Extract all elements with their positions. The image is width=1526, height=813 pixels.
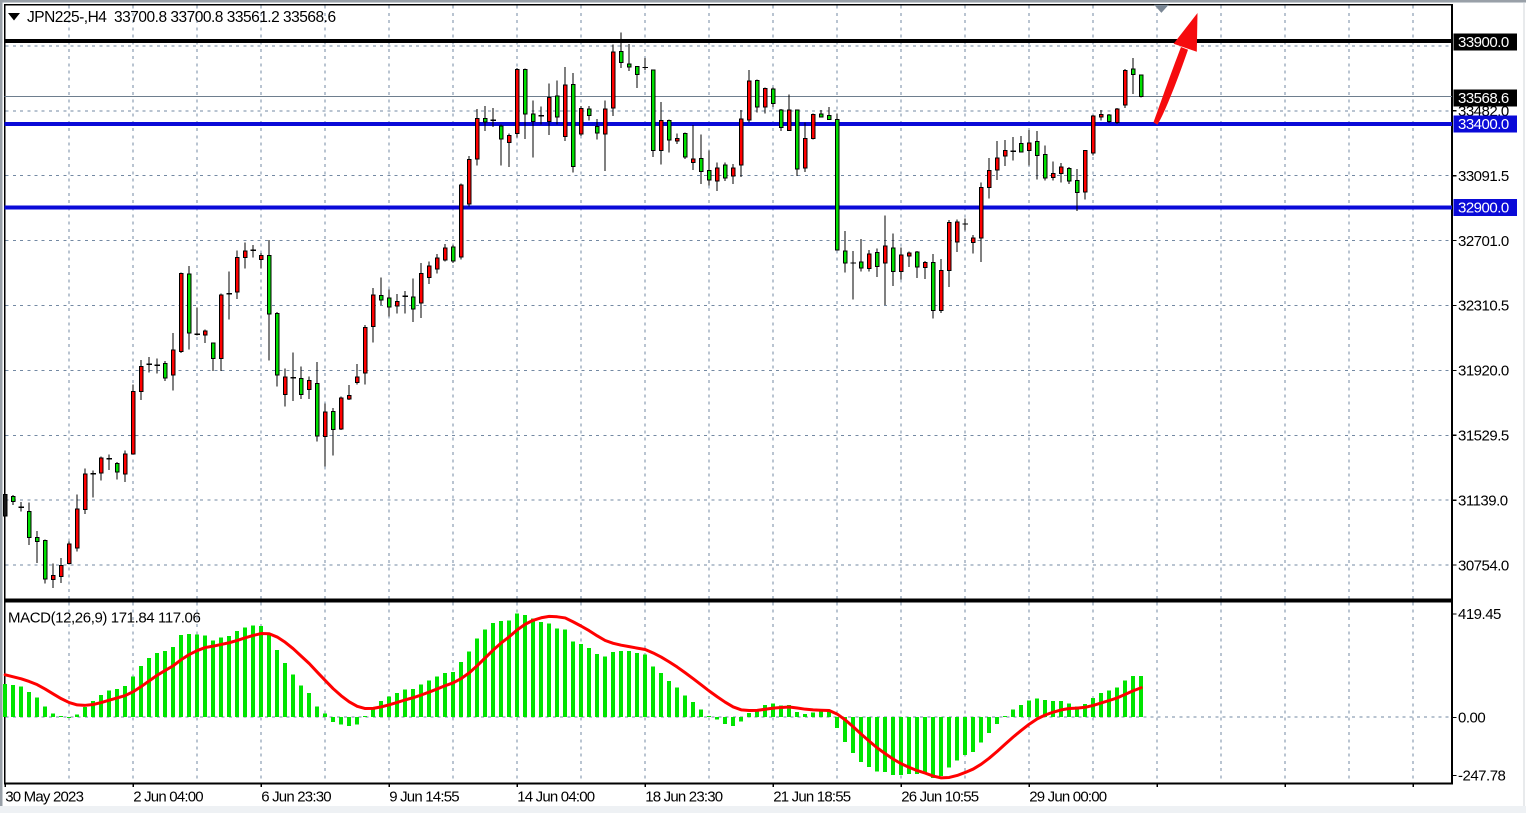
- svg-text:JPN225-,H4 33700.8 33700.8 33: JPN225-,H4 33700.8 33700.8 33561.2 33568…: [27, 9, 336, 26]
- svg-text:2 Jun 04:00: 2 Jun 04:00: [133, 789, 203, 806]
- svg-text:18 Jun 23:30: 18 Jun 23:30: [645, 789, 723, 806]
- svg-text:14 Jun 04:00: 14 Jun 04:00: [517, 789, 595, 806]
- svg-text:-247.78: -247.78: [1458, 768, 1506, 785]
- svg-text:32310.5: 32310.5: [1458, 298, 1509, 315]
- svg-text:33568.6: 33568.6: [1458, 90, 1509, 107]
- svg-text:33400.0: 33400.0: [1458, 116, 1509, 133]
- svg-text:30754.0: 30754.0: [1458, 557, 1509, 574]
- svg-text:26 Jun 10:55: 26 Jun 10:55: [901, 789, 979, 806]
- svg-text:29 Jun 00:00: 29 Jun 00:00: [1029, 789, 1107, 806]
- svg-text:30 May 2023: 30 May 2023: [5, 789, 83, 806]
- svg-text:33900.0: 33900.0: [1458, 34, 1509, 51]
- svg-text:MACD(12,26,9) 171.84 117.06: MACD(12,26,9) 171.84 117.06: [8, 610, 200, 627]
- svg-text:0.00: 0.00: [1458, 710, 1485, 727]
- svg-text:21 Jun 18:55: 21 Jun 18:55: [773, 789, 851, 806]
- svg-text:31529.5: 31529.5: [1458, 428, 1509, 445]
- svg-text:32701.0: 32701.0: [1458, 233, 1509, 250]
- svg-text:9 Jun 14:55: 9 Jun 14:55: [389, 789, 459, 806]
- svg-text:419.45: 419.45: [1458, 606, 1501, 623]
- svg-text:6 Jun 23:30: 6 Jun 23:30: [261, 789, 331, 806]
- svg-text:33091.5: 33091.5: [1458, 168, 1509, 185]
- svg-text:31139.0: 31139.0: [1458, 492, 1508, 509]
- svg-text:31920.0: 31920.0: [1458, 363, 1509, 380]
- svg-text:32900.0: 32900.0: [1458, 200, 1509, 217]
